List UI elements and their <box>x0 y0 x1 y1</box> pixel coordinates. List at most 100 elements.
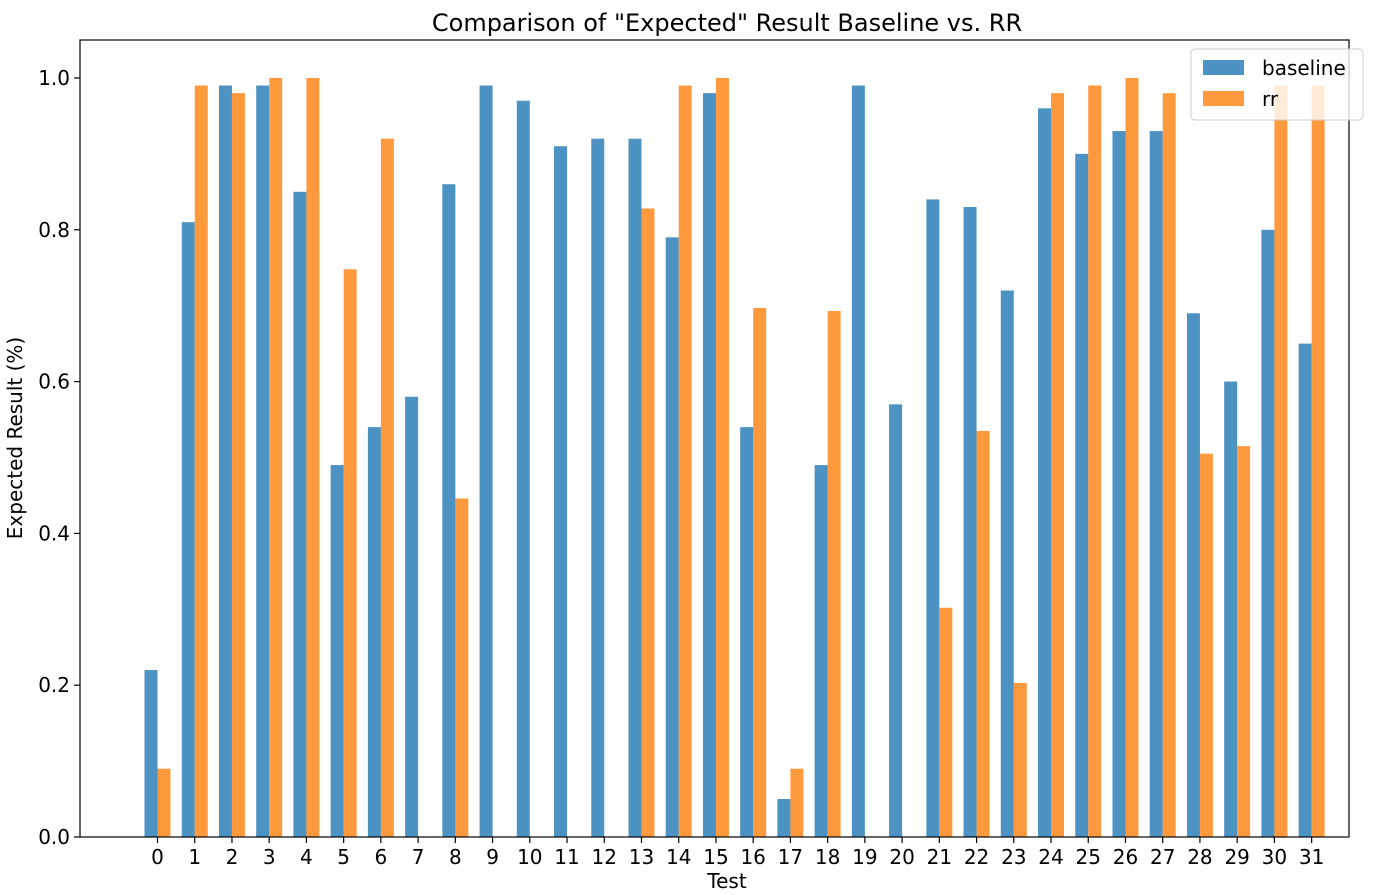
x-axis-label: Test <box>706 869 747 893</box>
bar-baseline-13 <box>628 138 642 837</box>
x-tick-label: 13 <box>629 845 654 869</box>
x-tick-label: 0 <box>151 845 164 869</box>
y-tick-label: 1.0 <box>38 66 70 90</box>
bar-rr-30 <box>1274 85 1288 838</box>
x-tick-label: 28 <box>1187 845 1212 869</box>
bar-rr-27 <box>1162 93 1176 838</box>
bar-rr-17 <box>790 768 804 837</box>
bar-rr-25 <box>1088 85 1102 838</box>
x-tick-label: 26 <box>1113 845 1138 869</box>
x-tick-label: 23 <box>1001 845 1026 869</box>
x-tick-label: 3 <box>263 845 276 869</box>
y-tick-label: 0.2 <box>38 673 70 697</box>
bar-baseline-16 <box>740 427 754 837</box>
x-tick-label: 22 <box>964 845 989 869</box>
bar-baseline-4 <box>293 191 307 838</box>
bar-rr-28 <box>1199 453 1213 837</box>
x-tick-label: 19 <box>852 845 877 869</box>
x-tick-label: 8 <box>449 845 462 869</box>
bar-baseline-6 <box>367 427 381 837</box>
legend-swatch-rr <box>1203 91 1244 106</box>
bar-rr-16 <box>753 307 767 837</box>
legend-swatch-baseline <box>1203 60 1244 75</box>
x-tick-label: 29 <box>1224 845 1249 869</box>
chart-title: Comparison of "Expected" Result Baseline… <box>432 9 1022 37</box>
bar-baseline-23 <box>1000 290 1014 837</box>
bar-rr-24 <box>1051 93 1065 838</box>
bar-rr-3 <box>269 77 283 837</box>
y-tick-label: 0.8 <box>38 218 70 242</box>
x-tick-label: 16 <box>740 845 765 869</box>
x-tick-label: 18 <box>815 845 840 869</box>
bar-baseline-11 <box>554 146 568 837</box>
y-axis: 0.0 0.2 0.4 0.6 0.8 1.0 <box>38 66 80 849</box>
bar-baseline-19 <box>851 85 865 838</box>
bar-rr-21 <box>939 607 953 837</box>
y-axis-label: Expected Result (%) <box>3 337 27 539</box>
x-tick-label: 10 <box>517 845 542 869</box>
bar-baseline-14 <box>665 237 679 837</box>
bar-baseline-18 <box>814 465 828 837</box>
bar-baseline-29 <box>1224 381 1238 837</box>
bar-rr-18 <box>827 310 841 838</box>
bar-baseline-20 <box>889 404 903 837</box>
x-tick-label: 14 <box>666 845 691 869</box>
x-tick-label: 30 <box>1262 845 1287 869</box>
legend-label-rr: rr <box>1262 87 1279 111</box>
x-tick-label: 24 <box>1038 845 1063 869</box>
bar-baseline-12 <box>591 138 605 837</box>
bar-baseline-1 <box>181 222 195 837</box>
y-tick-label: 0.0 <box>38 825 70 849</box>
bar-rr-29 <box>1237 446 1251 837</box>
bar-rr-15 <box>715 77 729 837</box>
bar-baseline-31 <box>1298 343 1312 837</box>
x-tick-label: 6 <box>375 845 388 869</box>
bar-baseline-9 <box>479 85 493 838</box>
x-tick-label: 25 <box>1076 845 1101 869</box>
bar-baseline-28 <box>1186 313 1200 837</box>
bar-rr-14 <box>678 85 692 838</box>
x-axis: 0 1 2 3 4 5 6 7 8 9 10 11 12 13 14 15 16 17 18 19 20 21 22 23 24… <box>151 837 1324 869</box>
bar-rr-31 <box>1311 85 1325 838</box>
x-tick-label: 7 <box>412 845 425 869</box>
bar-baseline-15 <box>702 93 716 838</box>
x-tick-label: 5 <box>337 845 350 869</box>
legend-label-baseline: baseline <box>1262 56 1346 80</box>
bar-rr-2 <box>231 93 245 838</box>
x-tick-label: 17 <box>778 845 803 869</box>
bar-baseline-7 <box>405 396 419 837</box>
bar-rr-26 <box>1125 77 1139 837</box>
bar-rr-6 <box>380 138 394 837</box>
plot-frame <box>79 39 1350 838</box>
bar-baseline-25 <box>1075 153 1089 837</box>
x-tick-label: 11 <box>554 845 579 869</box>
bar-rr-5 <box>343 269 357 837</box>
bars-group <box>144 77 1325 838</box>
bar-baseline-2 <box>218 85 232 838</box>
x-tick-label: 9 <box>486 845 499 869</box>
x-tick-label: 20 <box>889 845 914 869</box>
x-tick-label: 4 <box>300 845 313 869</box>
bar-baseline-8 <box>442 184 456 837</box>
bar-baseline-21 <box>926 199 940 837</box>
bar-rr-13 <box>641 208 655 838</box>
bar-rr-1 <box>194 85 208 838</box>
bar-baseline-0 <box>144 670 158 837</box>
bar-rr-23 <box>1013 682 1027 837</box>
bar-baseline-5 <box>330 465 344 837</box>
y-tick-label: 0.6 <box>38 370 70 394</box>
x-tick-label: 15 <box>703 845 728 869</box>
x-tick-label: 21 <box>927 845 952 869</box>
bar-rr-8 <box>455 498 469 837</box>
x-tick-label: 2 <box>226 845 239 869</box>
x-tick-label: 1 <box>188 845 201 869</box>
bar-baseline-22 <box>963 206 977 837</box>
bar-baseline-30 <box>1261 229 1275 837</box>
bar-rr-0 <box>157 768 171 837</box>
y-tick-label: 0.4 <box>38 521 70 545</box>
legend: baseline rr <box>1190 48 1364 121</box>
x-tick-label: 27 <box>1150 845 1175 869</box>
bar-baseline-10 <box>516 100 530 837</box>
